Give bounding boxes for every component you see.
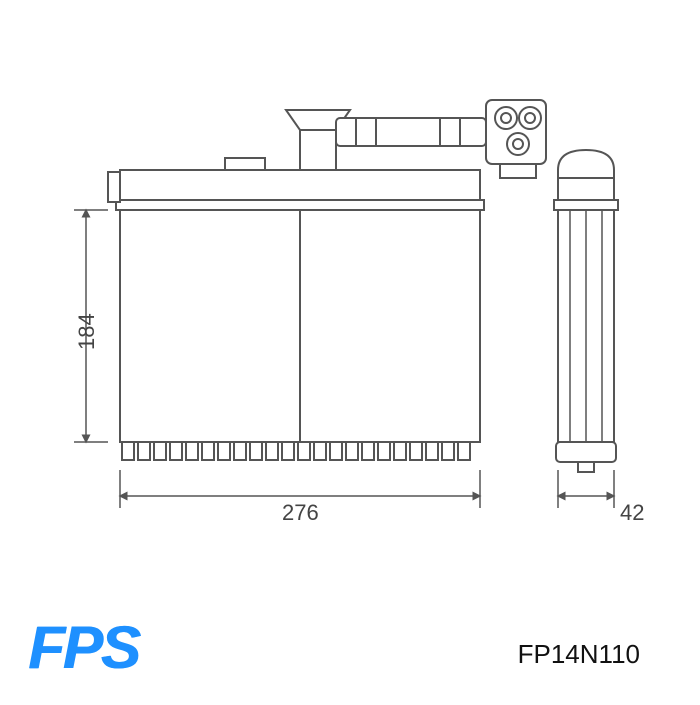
part-number-label: FP14N110	[518, 639, 640, 670]
dimension-width-label: 276	[282, 500, 319, 526]
technical-drawing-canvas: 184 276 42 FPS FP14N110	[0, 0, 700, 700]
brand-watermark: FPS	[28, 613, 139, 682]
dimension-height-label: 184	[74, 313, 100, 350]
radiator-fins	[122, 442, 470, 460]
side-view	[554, 150, 618, 472]
front-view	[108, 100, 546, 460]
dimension-depth	[558, 470, 614, 508]
heater-core-diagram	[0, 0, 700, 700]
dimension-depth-label: 42	[620, 500, 644, 526]
pipe-assembly	[286, 100, 546, 178]
